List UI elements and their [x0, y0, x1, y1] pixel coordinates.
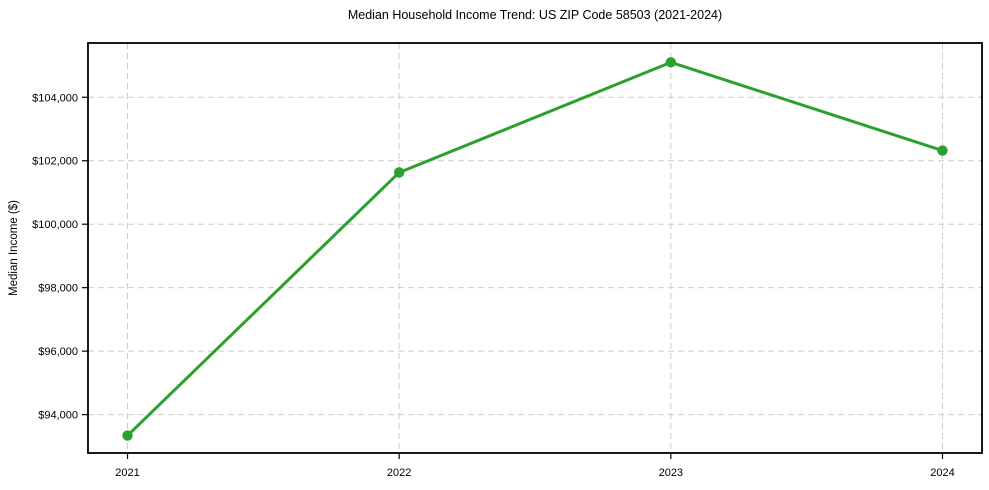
data-point [937, 145, 948, 156]
x-tick-label: 2021 [115, 467, 139, 479]
y-tick-label: $94,000 [38, 410, 78, 422]
data-point [122, 430, 133, 441]
series-line [126, 60, 944, 438]
y-tick-label: $104,000 [32, 92, 78, 104]
x-tick-label: 2022 [387, 467, 411, 479]
x-tick-label: 2023 [659, 467, 683, 479]
data-point [665, 57, 677, 68]
y-tick-label: $98,000 [38, 283, 78, 295]
y-tick-label: $96,000 [38, 346, 78, 358]
y-tick-label: $102,000 [32, 156, 78, 168]
x-tick-label: 2024 [930, 467, 954, 479]
data-point [393, 167, 405, 178]
y-tick-label: $100,000 [32, 219, 78, 231]
axes-border [87, 42, 983, 454]
chart-title: Median Household Income Trend: US ZIP Co… [347, 8, 723, 22]
